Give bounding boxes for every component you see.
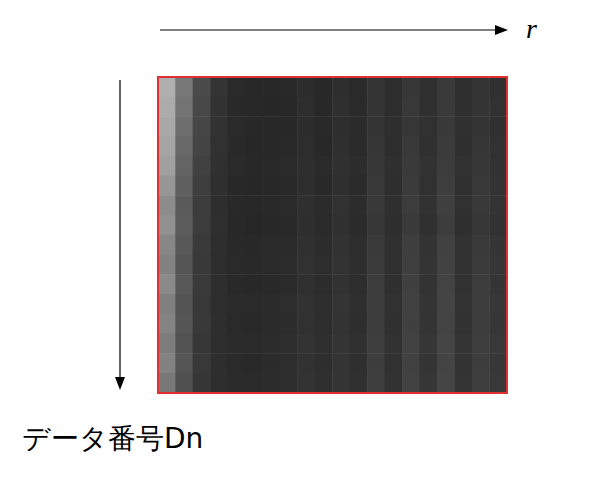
svg-text:r: r — [526, 13, 537, 44]
svg-text:データ番号Dn: データ番号Dn — [22, 422, 203, 455]
